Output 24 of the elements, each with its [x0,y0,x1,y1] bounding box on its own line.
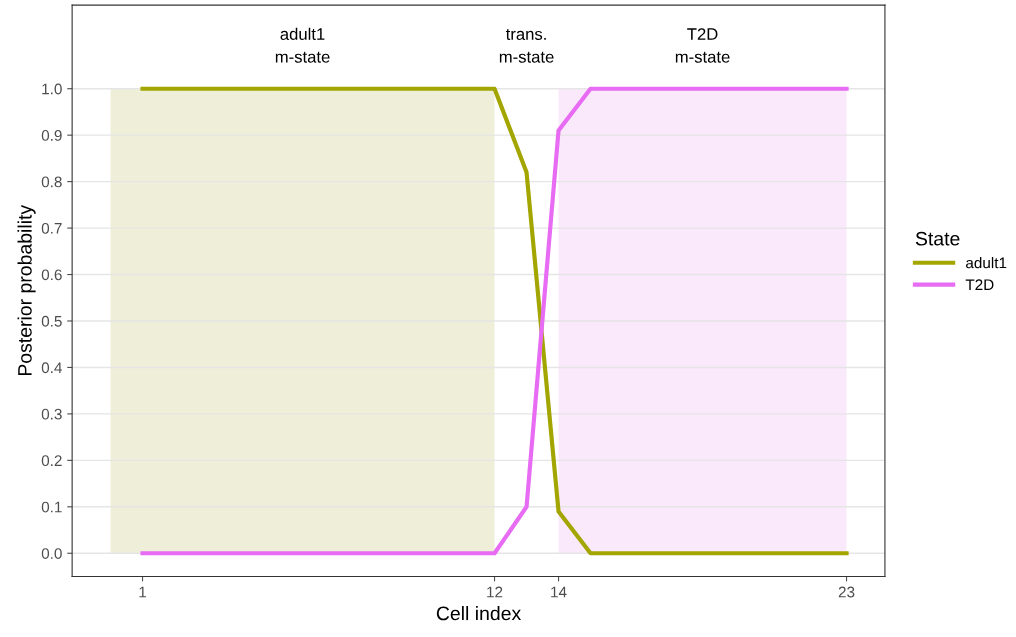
legend-label: T2D [965,279,994,290]
x-axis-title: Cell index [436,606,522,621]
y-tick-label: 0.6 [41,269,62,281]
x-tick-label: 12 [487,586,503,598]
y-tick-label: 0.5 [41,315,62,327]
y-tick-label: 0.4 [41,362,62,374]
band-label: adult1 m-state [275,27,330,63]
legend-label: adult1 [966,257,1007,269]
y-tick-label: 1.0 [42,83,62,95]
y-axis-title: Posterior probability [17,204,36,376]
y-tick-label: 0.7 [41,222,62,234]
x-tick-label: 1 [139,586,147,598]
y-tick-label: 0.0 [41,548,62,559]
annotation: trans. m-state [499,29,554,63]
y-tick-label: 0.2 [41,455,62,467]
legend-title: State [915,231,960,246]
x-tick-label: 14 [551,586,567,598]
y-tick-label: 0.1 [41,501,62,513]
x-tick-label: 23 [838,586,855,598]
y-tick-label: 0.9 [41,130,62,141]
band-label: T2D m-state [675,28,730,63]
y-tick-label: 0.3 [41,408,62,420]
line-series [140,86,849,556]
y-tick-label: 0.8 [41,176,62,188]
